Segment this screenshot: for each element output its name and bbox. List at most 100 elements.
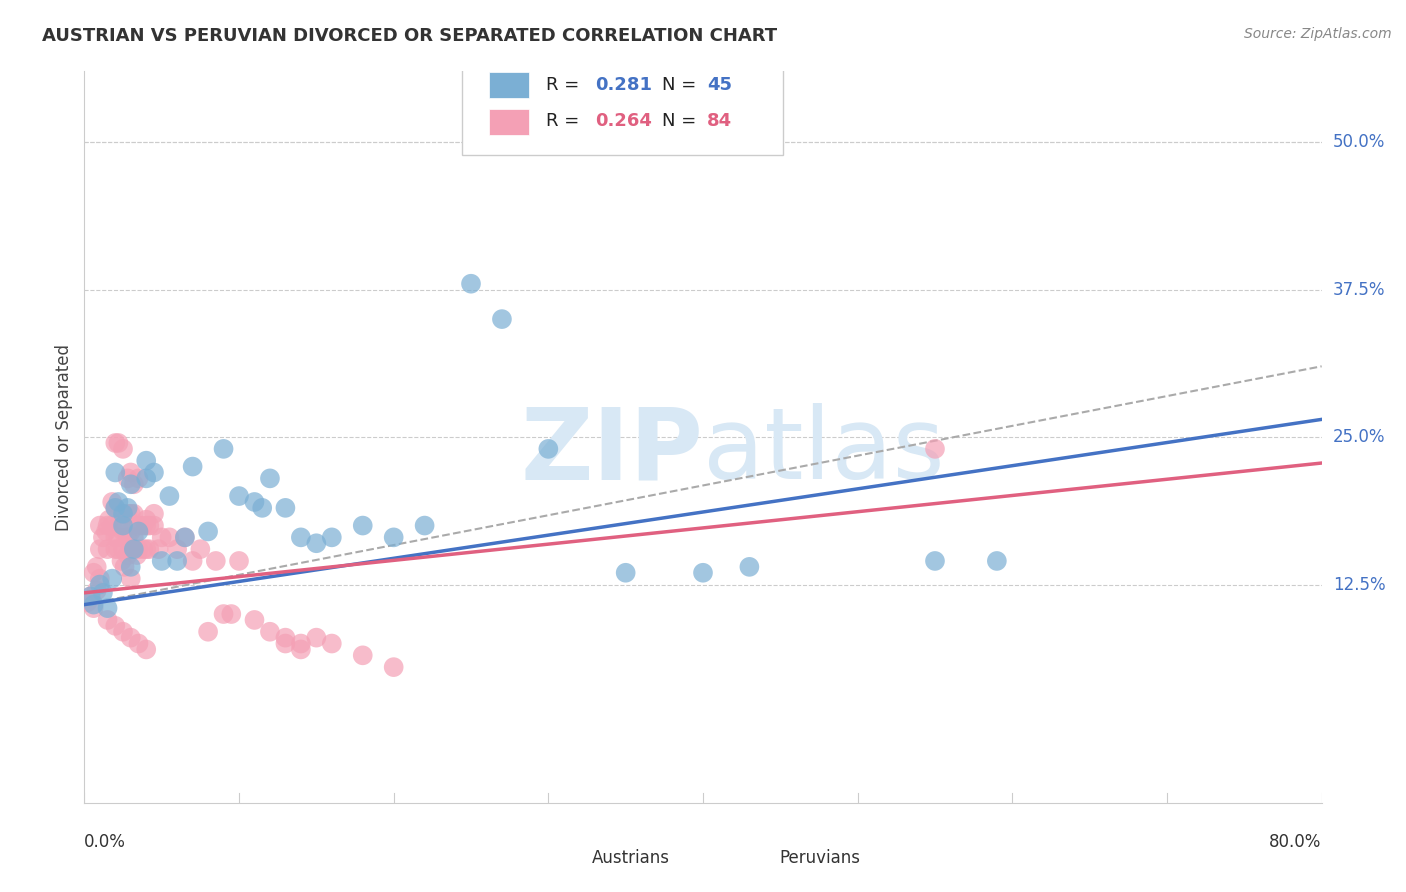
Point — [692, 566, 714, 580]
Point — [352, 648, 374, 663]
Point — [104, 619, 127, 633]
Point — [107, 542, 129, 557]
Point — [143, 518, 166, 533]
Point — [460, 277, 482, 291]
Point — [104, 436, 127, 450]
Point — [259, 624, 281, 639]
Point — [290, 642, 312, 657]
Text: 0.0%: 0.0% — [84, 833, 127, 851]
Point — [159, 489, 180, 503]
Point — [166, 554, 188, 568]
Point — [89, 518, 111, 533]
Point — [382, 660, 405, 674]
Point — [122, 530, 145, 544]
Point — [117, 507, 139, 521]
Point — [98, 513, 121, 527]
Point — [924, 442, 946, 456]
Point — [290, 530, 312, 544]
Point — [117, 548, 139, 562]
Point — [413, 518, 436, 533]
Point — [122, 507, 145, 521]
Text: 84: 84 — [707, 112, 733, 130]
Point — [274, 631, 297, 645]
Point — [228, 554, 250, 568]
Point — [122, 477, 145, 491]
Point — [205, 554, 228, 568]
Point — [274, 500, 297, 515]
Point — [120, 507, 142, 521]
Point — [127, 636, 149, 650]
Point — [305, 536, 328, 550]
Point — [79, 590, 101, 604]
Text: 80.0%: 80.0% — [1270, 833, 1322, 851]
Point — [127, 518, 149, 533]
Point — [91, 530, 114, 544]
Point — [986, 554, 1008, 568]
Point — [120, 572, 142, 586]
Point — [107, 518, 129, 533]
Point — [127, 542, 149, 557]
Point — [107, 436, 129, 450]
Point — [125, 548, 148, 562]
Text: R =: R = — [546, 112, 585, 130]
Point — [135, 542, 157, 557]
Point — [101, 495, 124, 509]
Point — [274, 636, 297, 650]
Point — [117, 471, 139, 485]
Point — [259, 471, 281, 485]
Point — [219, 607, 242, 621]
Point — [86, 583, 108, 598]
Point — [112, 507, 135, 521]
Point — [104, 466, 127, 480]
FancyBboxPatch shape — [461, 54, 783, 155]
Point — [89, 572, 111, 586]
Point — [135, 513, 157, 527]
Point — [138, 542, 160, 557]
Point — [197, 524, 219, 539]
Point — [243, 495, 266, 509]
Point — [112, 442, 135, 456]
Point — [89, 577, 111, 591]
Bar — [543, 846, 582, 870]
Point — [117, 500, 139, 515]
Text: 45: 45 — [707, 76, 731, 94]
Point — [188, 542, 211, 557]
Point — [290, 636, 312, 650]
Point — [91, 586, 114, 600]
Bar — [489, 109, 529, 135]
Point — [132, 542, 155, 557]
Text: atlas: atlas — [703, 403, 945, 500]
Point — [107, 530, 129, 544]
Point — [150, 554, 173, 568]
Point — [537, 442, 560, 456]
Point — [120, 466, 142, 480]
Point — [135, 518, 157, 533]
Point — [96, 542, 118, 557]
Text: 25.0%: 25.0% — [1333, 428, 1385, 446]
Text: Source: ZipAtlas.com: Source: ZipAtlas.com — [1244, 27, 1392, 41]
Point — [89, 542, 111, 557]
Point — [228, 489, 250, 503]
Point — [120, 477, 142, 491]
Point — [104, 530, 127, 544]
Point — [83, 566, 105, 580]
Point — [321, 636, 343, 650]
Point — [143, 507, 166, 521]
Point — [352, 518, 374, 533]
Bar — [489, 72, 529, 98]
Point — [197, 624, 219, 639]
Point — [120, 631, 142, 645]
Point — [135, 642, 157, 657]
Point — [148, 542, 170, 557]
Text: N =: N = — [662, 112, 702, 130]
Point — [107, 495, 129, 509]
Text: ZIP: ZIP — [520, 403, 703, 500]
Text: 37.5%: 37.5% — [1333, 281, 1385, 299]
Y-axis label: Divorced or Separated: Divorced or Separated — [55, 343, 73, 531]
Point — [321, 530, 343, 544]
Text: 12.5%: 12.5% — [1333, 575, 1385, 593]
Point — [174, 530, 197, 544]
Point — [135, 471, 157, 485]
Point — [101, 572, 124, 586]
Text: R =: R = — [546, 76, 585, 94]
